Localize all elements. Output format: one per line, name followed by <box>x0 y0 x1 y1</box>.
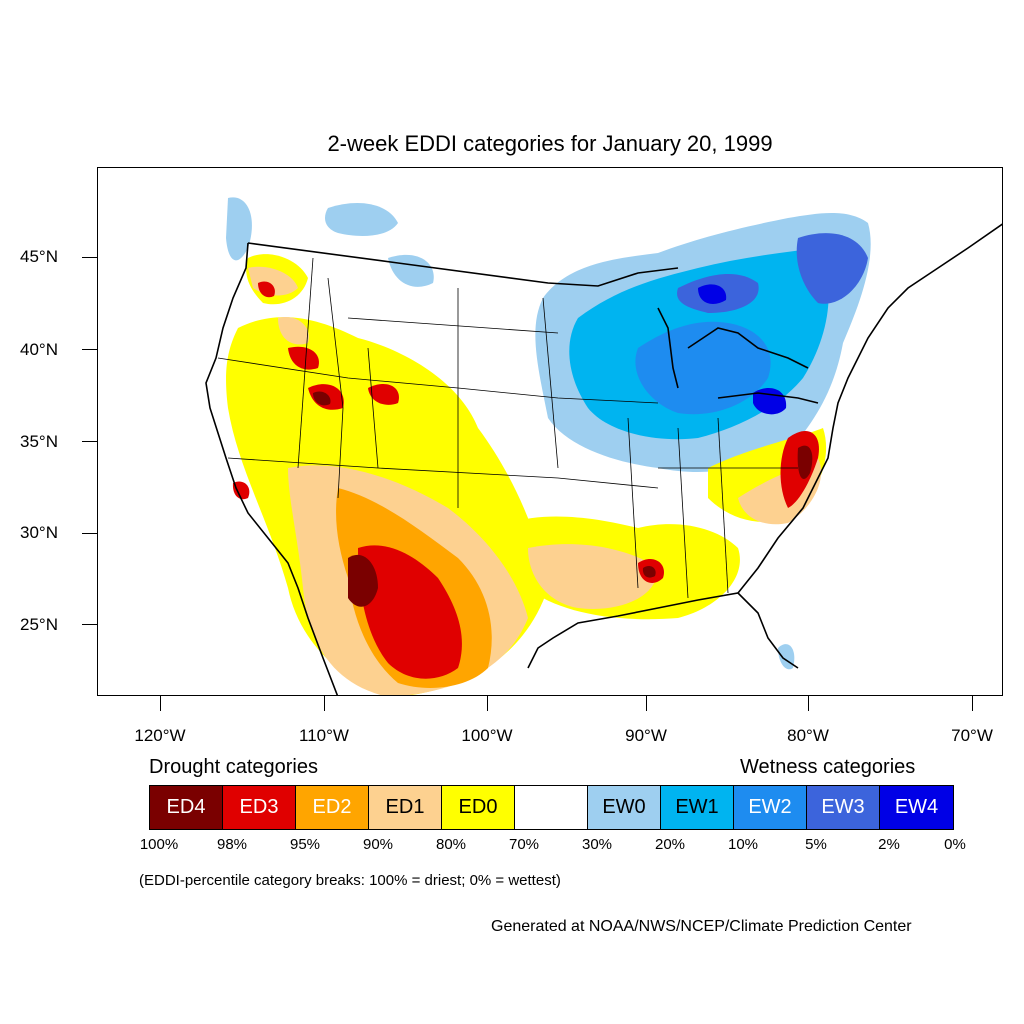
lat-label-45: 45°N <box>20 247 58 266</box>
legend-box-ed3: ED3 <box>223 786 296 829</box>
legend-break: 90% <box>362 836 394 853</box>
conus-map-graphic <box>205 197 1002 695</box>
legend-break: 70% <box>508 836 540 853</box>
drought-heading: Drought categories <box>149 756 318 778</box>
lat-tick <box>82 533 97 534</box>
wetness-areas <box>226 197 871 670</box>
legend-box-ed0: ED0 <box>442 786 515 829</box>
legend-break: 20% <box>654 836 686 853</box>
lat-label-30: 30°N <box>20 523 58 542</box>
lon-label-120: 120°W <box>134 726 186 745</box>
lon-label-100: 100°W <box>461 726 513 745</box>
category-legend: ED4 ED3 ED2 ED1 ED0 EW0 EW1 EW2 EW3 EW4 <box>149 785 954 830</box>
legend-box-ed2: ED2 <box>296 786 369 829</box>
legend-break: 98% <box>216 836 248 853</box>
credit-line: Generated at NOAA/NWS/NCEP/Climate Predi… <box>491 918 912 935</box>
state-borders <box>217 257 798 599</box>
lon-label-70: 70°W <box>951 726 993 745</box>
legend-box-ew2: EW2 <box>734 786 807 829</box>
legend-break: 10% <box>727 836 759 853</box>
map-title: 2-week EDDI categories for January 20, 1… <box>327 131 773 156</box>
lat-tick <box>82 624 97 625</box>
lat-tick <box>82 441 97 442</box>
category-note: (EDDI-percentile category breaks: 100% =… <box>139 872 561 889</box>
lon-tick <box>160 696 161 711</box>
legend-break: 2% <box>878 836 900 853</box>
eddi-map <box>97 167 1003 696</box>
drought-areas <box>226 254 827 695</box>
legend-box-normal <box>515 786 588 829</box>
legend-box-ed4: ED4 <box>150 786 223 829</box>
lon-label-90: 90°W <box>625 726 667 745</box>
legend-box-ew4: EW4 <box>880 786 953 829</box>
legend-box-ew1: EW1 <box>661 786 734 829</box>
lat-label-25: 25°N <box>20 615 58 634</box>
legend-box-ew3: EW3 <box>807 786 880 829</box>
lon-label-110: 110°W <box>299 726 349 745</box>
legend-break: 80% <box>435 836 467 853</box>
legend-break: 30% <box>581 836 613 853</box>
lon-tick <box>646 696 647 711</box>
legend-break: 0% <box>944 836 966 853</box>
lon-tick <box>808 696 809 711</box>
lon-label-80: 80°W <box>787 726 829 745</box>
legend-break: 5% <box>805 836 827 853</box>
lon-tick <box>487 696 488 711</box>
legend-break: 95% <box>289 836 321 853</box>
legend-break: 100% <box>139 836 179 853</box>
lat-tick <box>82 349 97 350</box>
lat-label-40: 40°N <box>20 340 58 359</box>
wetness-heading: Wetness categories <box>740 756 916 778</box>
lat-tick <box>82 257 97 258</box>
lat-label-35: 35°N <box>20 432 58 451</box>
lon-tick <box>324 696 325 711</box>
lon-tick <box>972 696 973 711</box>
legend-box-ew0: EW0 <box>588 786 661 829</box>
coastline-outlines <box>205 223 1002 695</box>
legend-box-ed1: ED1 <box>369 786 442 829</box>
